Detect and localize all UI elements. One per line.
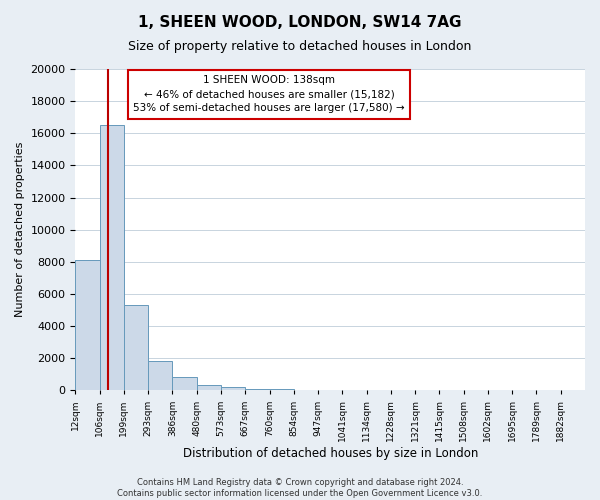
- Bar: [269, 388, 294, 390]
- Text: Contains HM Land Registry data © Crown copyright and database right 2024.
Contai: Contains HM Land Registry data © Crown c…: [118, 478, 482, 498]
- Bar: [245, 388, 269, 390]
- Bar: [197, 386, 221, 390]
- Bar: [124, 305, 148, 390]
- Bar: [172, 378, 197, 390]
- X-axis label: Distribution of detached houses by size in London: Distribution of detached houses by size …: [182, 447, 478, 460]
- Bar: [221, 387, 245, 390]
- Y-axis label: Number of detached properties: Number of detached properties: [15, 142, 25, 318]
- Text: 1 SHEEN WOOD: 138sqm
← 46% of detached houses are smaller (15,182)
53% of semi-d: 1 SHEEN WOOD: 138sqm ← 46% of detached h…: [133, 76, 405, 114]
- Text: Size of property relative to detached houses in London: Size of property relative to detached ho…: [128, 40, 472, 53]
- Bar: [148, 360, 172, 390]
- Bar: [76, 260, 100, 390]
- Bar: [100, 125, 124, 390]
- Text: 1, SHEEN WOOD, LONDON, SW14 7AG: 1, SHEEN WOOD, LONDON, SW14 7AG: [138, 15, 462, 30]
